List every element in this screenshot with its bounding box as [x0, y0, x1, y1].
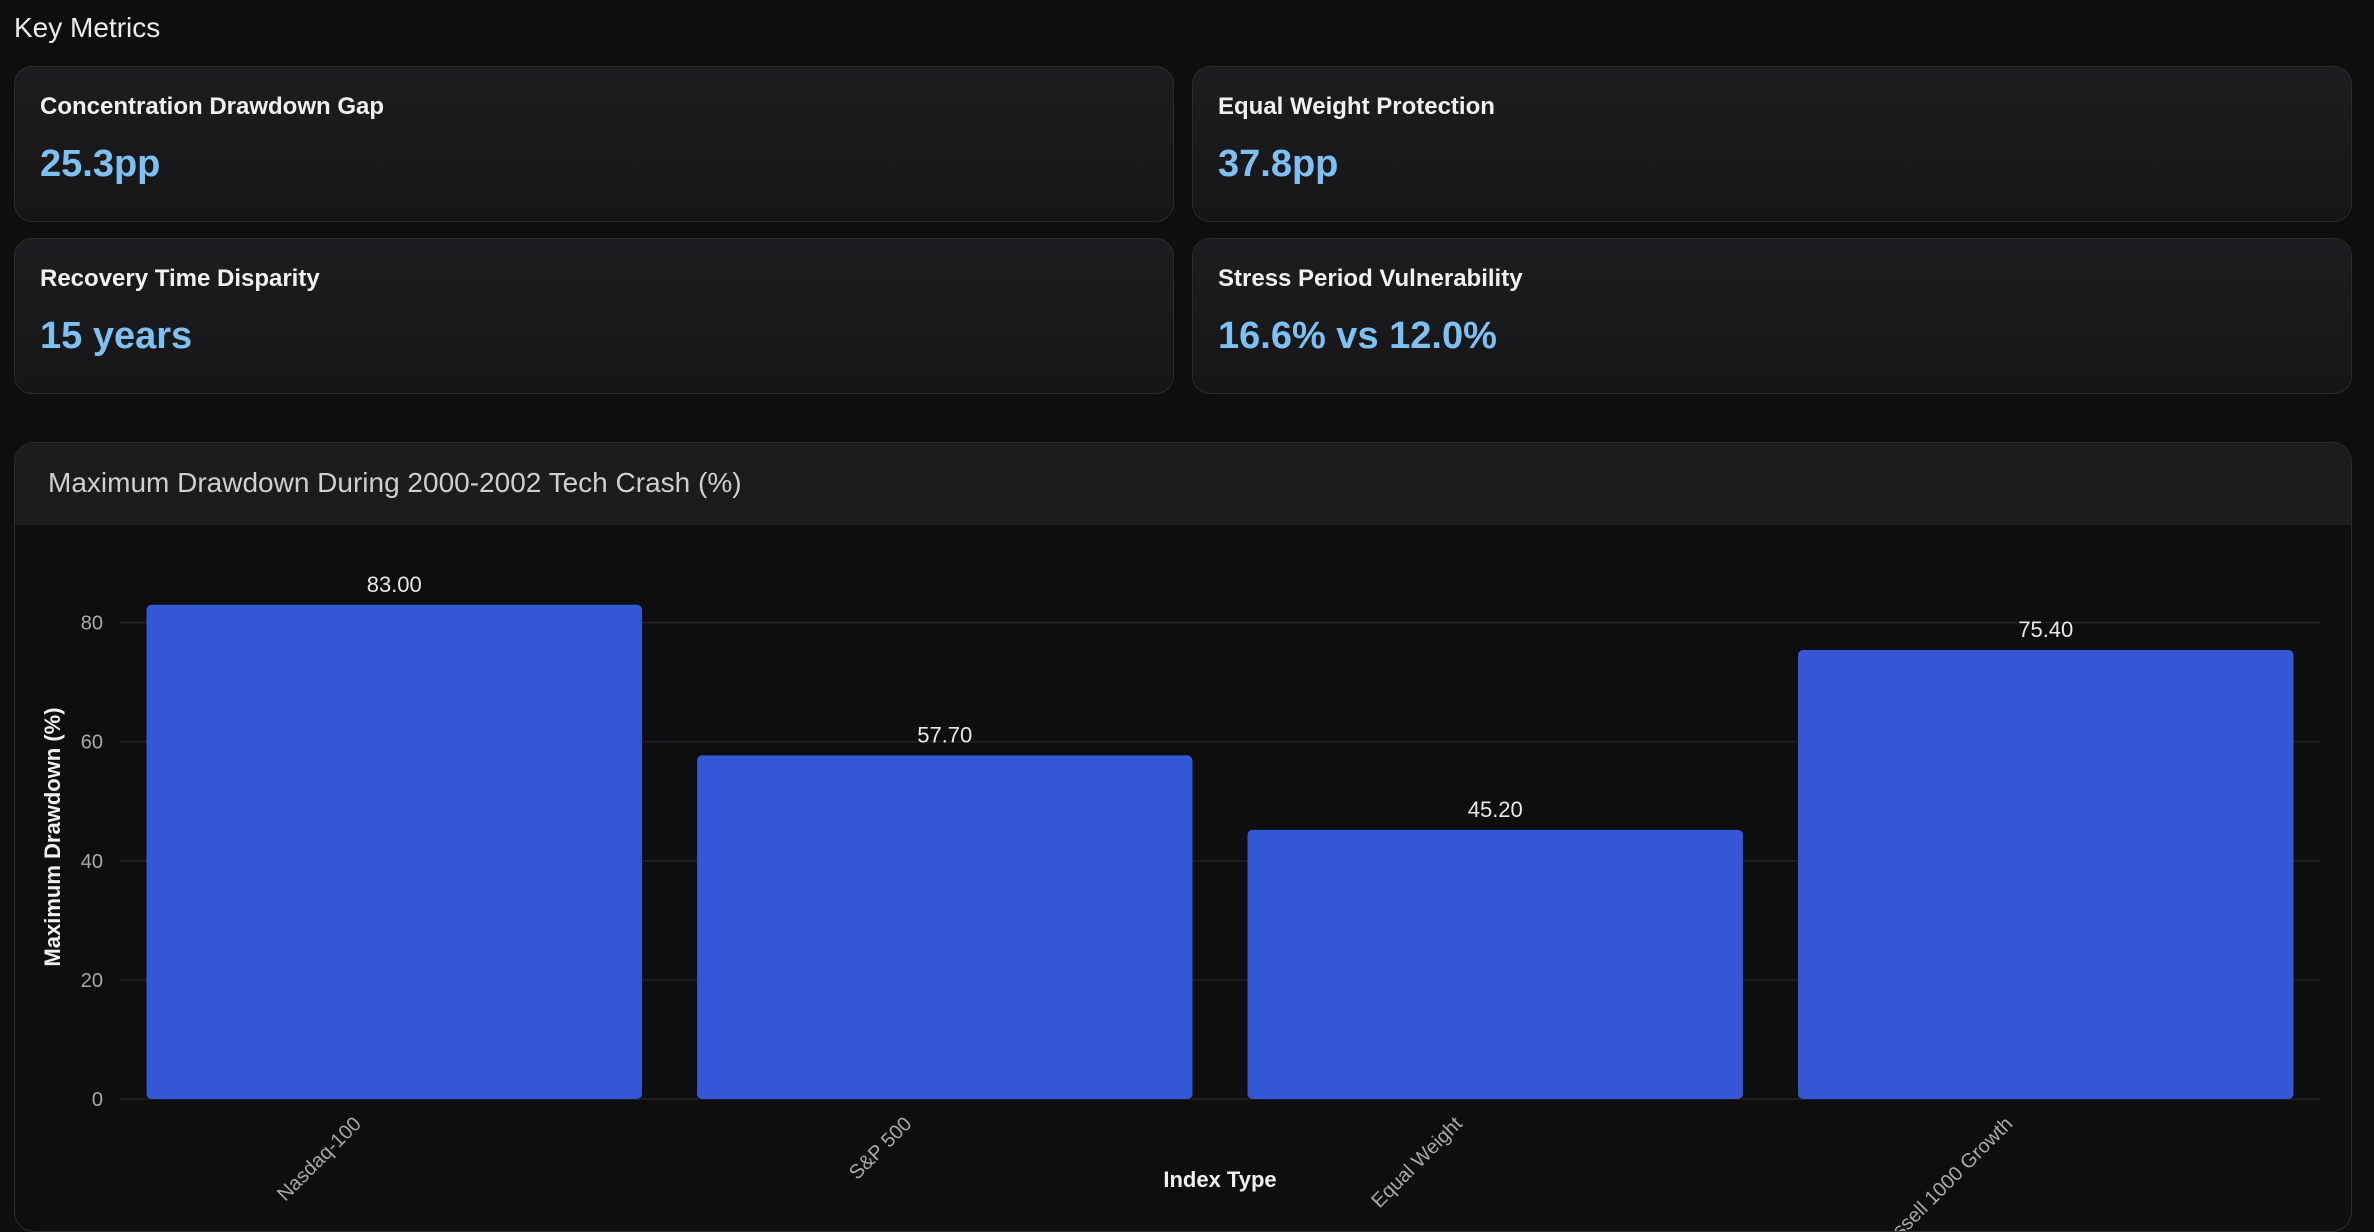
data-label: 57.70	[917, 722, 972, 747]
bars	[146, 604, 2294, 1099]
bar-chart: 0 20 40 60 80 83.00 57.70 45.20 75.40 Nasdaq-10…	[40, 572, 2321, 1231]
metric-label: Concentration Drawdown Gap	[40, 93, 385, 120]
metric-label: Stress Period Vulnerability	[1218, 265, 1523, 292]
data-label: 45.20	[1468, 797, 1523, 822]
y-tick-label: 40	[81, 851, 103, 873]
metric-value: 16.6% vs 12.0%	[1218, 315, 1497, 357]
y-axis-label: Maximum Drawdown (%)	[40, 707, 65, 966]
metric-card-recovery-time-disparity: Recovery Time Disparity 15 years	[14, 238, 1174, 394]
x-axis-ticks: Nasdaq-100 S&P 500 Equal Weight Russell 100…	[273, 1113, 2017, 1231]
metric-card-concentration-drawdown-gap: Concentration Drawdown Gap 25.3pp	[14, 66, 1174, 222]
bar[interactable]	[1247, 829, 1743, 1099]
section-title: Key Metrics	[14, 12, 161, 43]
metric-label: Recovery Time Disparity	[40, 265, 320, 292]
metric-value: 15 years	[40, 315, 193, 357]
metric-card-equal-weight-protection: Equal Weight Protection 37.8pp	[1192, 66, 2352, 222]
chart-title: Maximum Drawdown During 2000-2002 Tech C…	[15, 443, 2351, 525]
x-tick-label: Equal Weight	[1367, 1113, 1467, 1213]
y-tick-label: 20	[81, 970, 103, 992]
x-axis-label: Index Type	[1163, 1167, 1276, 1192]
metrics-grid: Concentration Drawdown Gap 25.3pp Equal …	[14, 66, 2352, 394]
metric-value: 25.3pp	[40, 143, 161, 185]
data-label: 83.00	[367, 572, 422, 597]
y-tick-label: 60	[81, 732, 103, 754]
y-tick-label: 0	[92, 1089, 103, 1111]
x-tick-label: Nasdaq-100	[273, 1113, 366, 1206]
bar[interactable]	[1798, 650, 2294, 1099]
chart-card: Maximum Drawdown During 2000-2002 Tech C…	[14, 442, 2352, 1232]
x-tick-label: S&P 500	[845, 1113, 916, 1184]
metric-value: 37.8pp	[1218, 143, 1339, 185]
metric-label: Equal Weight Protection	[1218, 93, 1495, 120]
bar[interactable]	[146, 604, 642, 1099]
y-axis-ticks: 0 20 40 60 80	[81, 613, 103, 1111]
y-tick-label: 80	[81, 613, 103, 635]
data-label: 75.40	[2018, 617, 2073, 642]
metric-card-stress-period-vulnerability: Stress Period Vulnerability 16.6% vs 12.…	[1192, 238, 2352, 394]
bar[interactable]	[697, 755, 1193, 1099]
data-labels: 83.00 57.70 45.20 75.40	[367, 572, 2074, 822]
x-tick-label: Russell 1000 Growth	[1870, 1113, 2017, 1231]
